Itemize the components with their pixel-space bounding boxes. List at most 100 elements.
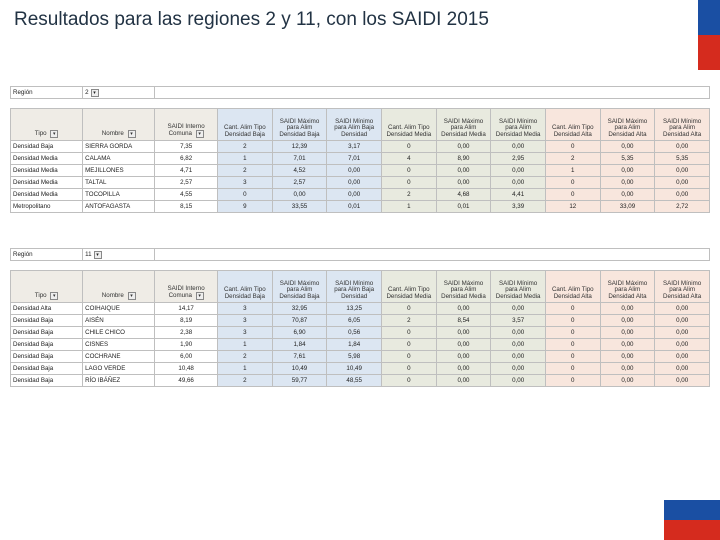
cell-nombre: TALTAL (83, 177, 155, 189)
cell-alta: 0,00 (655, 165, 710, 177)
cell-baja: 7,61 (272, 351, 327, 363)
table-row: Densidad BajaCISNES1,9011,841,8400,000,0… (11, 339, 710, 351)
cell-tipo: Densidad Baja (11, 327, 83, 339)
cell-media: 0,00 (436, 339, 491, 351)
col-nombre[interactable]: Nombre ▾ (83, 271, 155, 303)
cell-tipo: Densidad Alta (11, 303, 83, 315)
table-row: Densidad BajaLAGO VERDE10,48110,4910,490… (11, 363, 710, 375)
cell-baja: 10,49 (327, 363, 382, 375)
cell-baja: 2 (218, 375, 273, 387)
table-row: Densidad BajaCOCHRANE6,0027,615,9800,000… (11, 351, 710, 363)
col-tipo[interactable]: Tipo ▾ (11, 271, 83, 303)
filter-icon[interactable]: ▾ (50, 292, 58, 300)
cell-baja: 0,56 (327, 327, 382, 339)
cell-nombre: TOCOPILLA (83, 189, 155, 201)
cell-baja: 6,90 (272, 327, 327, 339)
table-row: MetropolitanoANTOFAGASTA8,15933,550,0110… (11, 201, 710, 213)
cell-saidi: 4,55 (155, 189, 218, 201)
cell-baja: 70,87 (272, 315, 327, 327)
cell-baja: 32,95 (272, 303, 327, 315)
cell-alta: 5,35 (655, 153, 710, 165)
cell-alta: 0,00 (655, 303, 710, 315)
cell-media: 3,57 (491, 315, 546, 327)
cell-alta: 0,00 (655, 363, 710, 375)
cell-media: 0 (381, 165, 436, 177)
cell-alta: 0,00 (600, 363, 655, 375)
col-saidi[interactable]: SAIDI Interno Comuna ▾ (155, 109, 218, 141)
cell-alta: 0 (545, 327, 600, 339)
filter-icon[interactable]: ▾ (196, 130, 204, 138)
col-media: SAIDI Mínimo para Alim Densidad Media (491, 109, 546, 141)
col-nombre[interactable]: Nombre ▾ (83, 109, 155, 141)
cell-alta: 0,00 (600, 165, 655, 177)
cell-media: 0,00 (436, 165, 491, 177)
cell-tipo: Densidad Media (11, 189, 83, 201)
cell-baja: 1,84 (327, 339, 382, 351)
cell-tipo: Densidad Media (11, 165, 83, 177)
cell-saidi: 14,17 (155, 303, 218, 315)
cell-saidi: 2,38 (155, 327, 218, 339)
cell-baja: 48,55 (327, 375, 382, 387)
cell-saidi: 1,90 (155, 339, 218, 351)
cell-media: 0,00 (436, 303, 491, 315)
cell-baja: 0,00 (327, 165, 382, 177)
table-row: Densidad BajaCHILE CHICO2,3836,900,5600,… (11, 327, 710, 339)
cell-alta: 0 (545, 339, 600, 351)
cell-media: 0,00 (491, 351, 546, 363)
cell-media: 0,00 (491, 375, 546, 387)
filter-icon[interactable]: ▾ (91, 89, 99, 97)
col-alta: SAIDI Mínimo para Alim Densidad Alta (655, 271, 710, 303)
filter-icon[interactable]: ▾ (94, 251, 102, 259)
cell-saidi: 7,35 (155, 141, 218, 153)
cell-alta: 5,35 (600, 153, 655, 165)
cell-alta: 0 (545, 177, 600, 189)
region-filter[interactable]: 11▾ (83, 249, 155, 261)
cell-nombre: SIERRA GORDA (83, 141, 155, 153)
cell-baja: 0 (218, 189, 273, 201)
cell-baja: 9 (218, 201, 273, 213)
cell-baja: 7,01 (327, 153, 382, 165)
cell-saidi: 8,19 (155, 315, 218, 327)
cell-media: 3,39 (491, 201, 546, 213)
table-region-11: Región11▾Tipo ▾Nombre ▾SAIDI Interno Com… (10, 248, 710, 387)
cell-saidi: 4,71 (155, 165, 218, 177)
cell-alta: 0,00 (600, 189, 655, 201)
cell-alta: 0,00 (600, 327, 655, 339)
cell-media: 2,95 (491, 153, 546, 165)
col-media: Cant. Alim Tipo Densidad Media (381, 271, 436, 303)
filter-icon[interactable]: ▾ (196, 292, 204, 300)
table-row: Densidad BajaRÍO IBÁÑEZ49,66259,7748,550… (11, 375, 710, 387)
table-row: Densidad MediaCALAMA6,8217,017,0148,902,… (11, 153, 710, 165)
cell-tipo: Densidad Baja (11, 363, 83, 375)
col-tipo[interactable]: Tipo ▾ (11, 109, 83, 141)
filter-icon[interactable]: ▾ (50, 130, 58, 138)
cell-media: 0,00 (436, 375, 491, 387)
cell-media: 0,00 (436, 177, 491, 189)
cell-alta: 1 (545, 165, 600, 177)
cell-alta: 0,00 (600, 315, 655, 327)
cell-saidi: 6,82 (155, 153, 218, 165)
cell-media: 4,68 (436, 189, 491, 201)
cell-media: 0,00 (491, 141, 546, 153)
region-filter[interactable]: 2▾ (83, 87, 155, 99)
cell-baja: 2,57 (272, 177, 327, 189)
col-alta: Cant. Alim Tipo Densidad Alta (545, 109, 600, 141)
cell-saidi: 2,57 (155, 177, 218, 189)
cell-tipo: Densidad Media (11, 153, 83, 165)
cell-alta: 0 (545, 141, 600, 153)
cell-tipo: Densidad Baja (11, 141, 83, 153)
col-saidi[interactable]: SAIDI Interno Comuna ▾ (155, 271, 218, 303)
col-baja: SAIDI Máximo para Alim Densidad Baja (272, 271, 327, 303)
cell-media: 0 (381, 141, 436, 153)
col-media: SAIDI Mínimo para Alim Densidad Media (491, 271, 546, 303)
cell-alta: 0,00 (655, 315, 710, 327)
cell-media: 0,00 (436, 351, 491, 363)
cell-baja: 13,25 (327, 303, 382, 315)
filter-icon[interactable]: ▾ (128, 292, 136, 300)
table-row: Densidad MediaTOCOPILLA4,5500,000,0024,6… (11, 189, 710, 201)
cell-media: 4 (381, 153, 436, 165)
col-baja: Cant. Alim Tipo Densidad Baja (218, 271, 273, 303)
filter-icon[interactable]: ▾ (128, 130, 136, 138)
cell-baja: 0,00 (272, 189, 327, 201)
cell-alta: 0,00 (600, 375, 655, 387)
